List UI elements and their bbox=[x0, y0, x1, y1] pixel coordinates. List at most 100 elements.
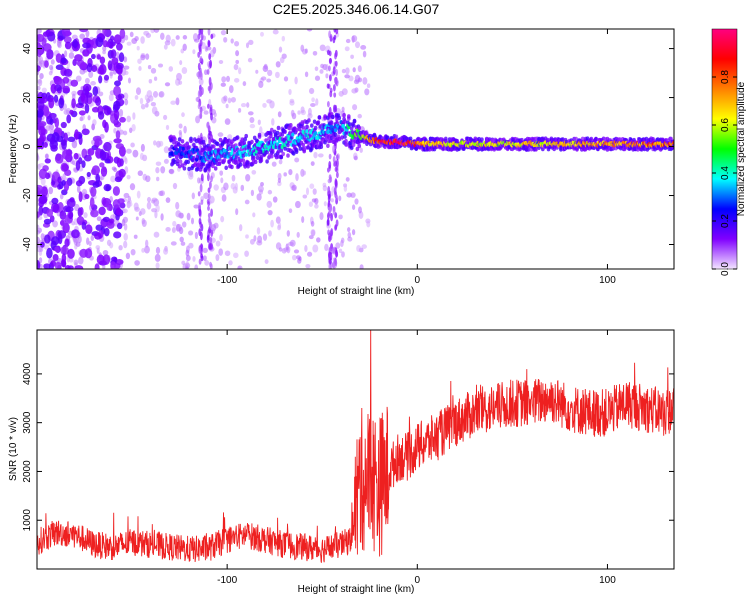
heatmap-cell bbox=[246, 164, 250, 169]
heatmap-cell bbox=[198, 217, 202, 225]
heatmap-cell bbox=[277, 172, 282, 180]
heatmap-cell bbox=[342, 113, 346, 118]
heatmap-cell bbox=[132, 112, 136, 120]
heatmap-cell bbox=[123, 65, 130, 70]
heatmap-cell bbox=[123, 232, 128, 241]
heatmap-cell bbox=[198, 246, 202, 254]
heatmap-cell bbox=[155, 262, 160, 269]
heatmap-cell bbox=[227, 97, 232, 104]
heatmap-cell bbox=[278, 46, 283, 53]
heatmap-cell bbox=[198, 202, 202, 210]
heatmap-cell bbox=[334, 77, 338, 84]
heatmap-cell bbox=[210, 33, 214, 40]
heatmap-cell bbox=[180, 139, 185, 144]
heatmap-cell bbox=[329, 90, 333, 98]
heatmap-cell bbox=[231, 174, 236, 182]
heatmap-cell bbox=[198, 228, 202, 237]
heatmap-cell bbox=[79, 62, 88, 69]
heatmap-cell bbox=[170, 241, 177, 246]
heatmap-cell bbox=[62, 149, 71, 160]
heatmap-cell bbox=[106, 107, 111, 115]
heatmap-cell bbox=[122, 130, 128, 136]
heatmap-cell bbox=[259, 154, 264, 160]
heatmap-cell bbox=[242, 140, 247, 146]
heatmap-cell bbox=[335, 68, 338, 77]
heatmap-cell bbox=[99, 162, 105, 168]
heatmap-cell bbox=[78, 256, 84, 265]
heatmap-cell bbox=[333, 128, 338, 133]
heatmap-cell bbox=[140, 36, 145, 44]
heatmap-cell bbox=[266, 200, 273, 208]
heatmap-cell bbox=[200, 173, 204, 182]
heatmap-cell bbox=[134, 260, 140, 266]
heatmap-cell bbox=[328, 232, 331, 240]
heatmap-cell bbox=[262, 233, 268, 241]
heatmap-cell bbox=[191, 192, 195, 200]
heatmap-cell bbox=[215, 240, 221, 247]
heatmap-cell bbox=[199, 183, 203, 193]
heatmap-cell bbox=[345, 177, 350, 182]
heatmap-cell bbox=[192, 255, 196, 262]
heatmap-cell bbox=[353, 155, 358, 161]
heatmap-cell bbox=[52, 254, 59, 261]
heatmap-cell bbox=[213, 112, 217, 118]
heatmap-cell bbox=[165, 124, 170, 130]
heatmap-cell bbox=[50, 83, 57, 94]
heatmap-cell bbox=[91, 106, 100, 113]
heatmap-cell bbox=[341, 251, 345, 258]
heatmap-cell bbox=[256, 240, 263, 246]
heatmap-cell bbox=[361, 244, 367, 249]
heatmap-cell bbox=[234, 182, 238, 191]
heatmap-cell bbox=[182, 35, 188, 40]
heatmap-cell bbox=[177, 137, 182, 142]
heatmap-cell bbox=[210, 229, 214, 237]
heatmap-cell bbox=[37, 224, 40, 230]
heatmap-cell bbox=[220, 215, 225, 223]
heatmap-cell bbox=[163, 146, 170, 154]
heatmap-cell bbox=[87, 115, 91, 121]
heatmap-cell bbox=[288, 88, 292, 95]
heatmap-cell bbox=[334, 178, 338, 187]
heatmap-cell bbox=[194, 231, 198, 240]
heatmap-cell bbox=[49, 117, 54, 126]
heatmap-cell bbox=[73, 152, 79, 160]
heatmap-cell bbox=[290, 109, 295, 117]
heatmap-cell bbox=[594, 136, 598, 142]
heatmap-cell bbox=[349, 126, 354, 131]
x-tick-label: 100 bbox=[599, 575, 616, 586]
heatmap-cell bbox=[64, 265, 71, 269]
heatmap-cell bbox=[218, 248, 224, 256]
heatmap-cell bbox=[277, 221, 282, 229]
heatmap-cell bbox=[180, 163, 185, 168]
heatmap-cell bbox=[95, 36, 104, 48]
heatmap-cell bbox=[57, 230, 67, 239]
heatmap-cell bbox=[137, 170, 143, 177]
heatmap-cell bbox=[244, 199, 250, 205]
heatmap-cell bbox=[205, 46, 212, 51]
heatmap-cell bbox=[201, 162, 206, 167]
heatmap-cell bbox=[175, 223, 181, 232]
y-tick-label: 2000 bbox=[22, 460, 33, 483]
heatmap-cell bbox=[177, 164, 182, 169]
heatmap-cell bbox=[304, 71, 309, 78]
heatmap-cell bbox=[104, 121, 109, 133]
heatmap-cell bbox=[537, 145, 541, 150]
heatmap-cell bbox=[224, 165, 228, 170]
heatmap-cell bbox=[104, 158, 111, 164]
heatmap-cell bbox=[209, 221, 213, 230]
heatmap-cell bbox=[80, 113, 85, 121]
heatmap-cell bbox=[333, 84, 336, 92]
heatmap-cell bbox=[408, 136, 413, 141]
heatmap-cell bbox=[202, 247, 208, 254]
heatmap-cell bbox=[44, 158, 51, 164]
heatmap-cell bbox=[84, 77, 90, 85]
heatmap-cell bbox=[37, 33, 45, 43]
heatmap-cell bbox=[178, 123, 183, 129]
heatmap-cell bbox=[257, 119, 261, 126]
heatmap-cell bbox=[329, 120, 334, 126]
heatmap-cell bbox=[278, 247, 283, 252]
heatmap-cell bbox=[158, 140, 164, 147]
heatmap-cell bbox=[266, 78, 272, 83]
heatmap-cell bbox=[255, 69, 259, 74]
colorbar-ticks: 0.0 0.2 0.4 0.6 0.8 bbox=[712, 70, 737, 276]
